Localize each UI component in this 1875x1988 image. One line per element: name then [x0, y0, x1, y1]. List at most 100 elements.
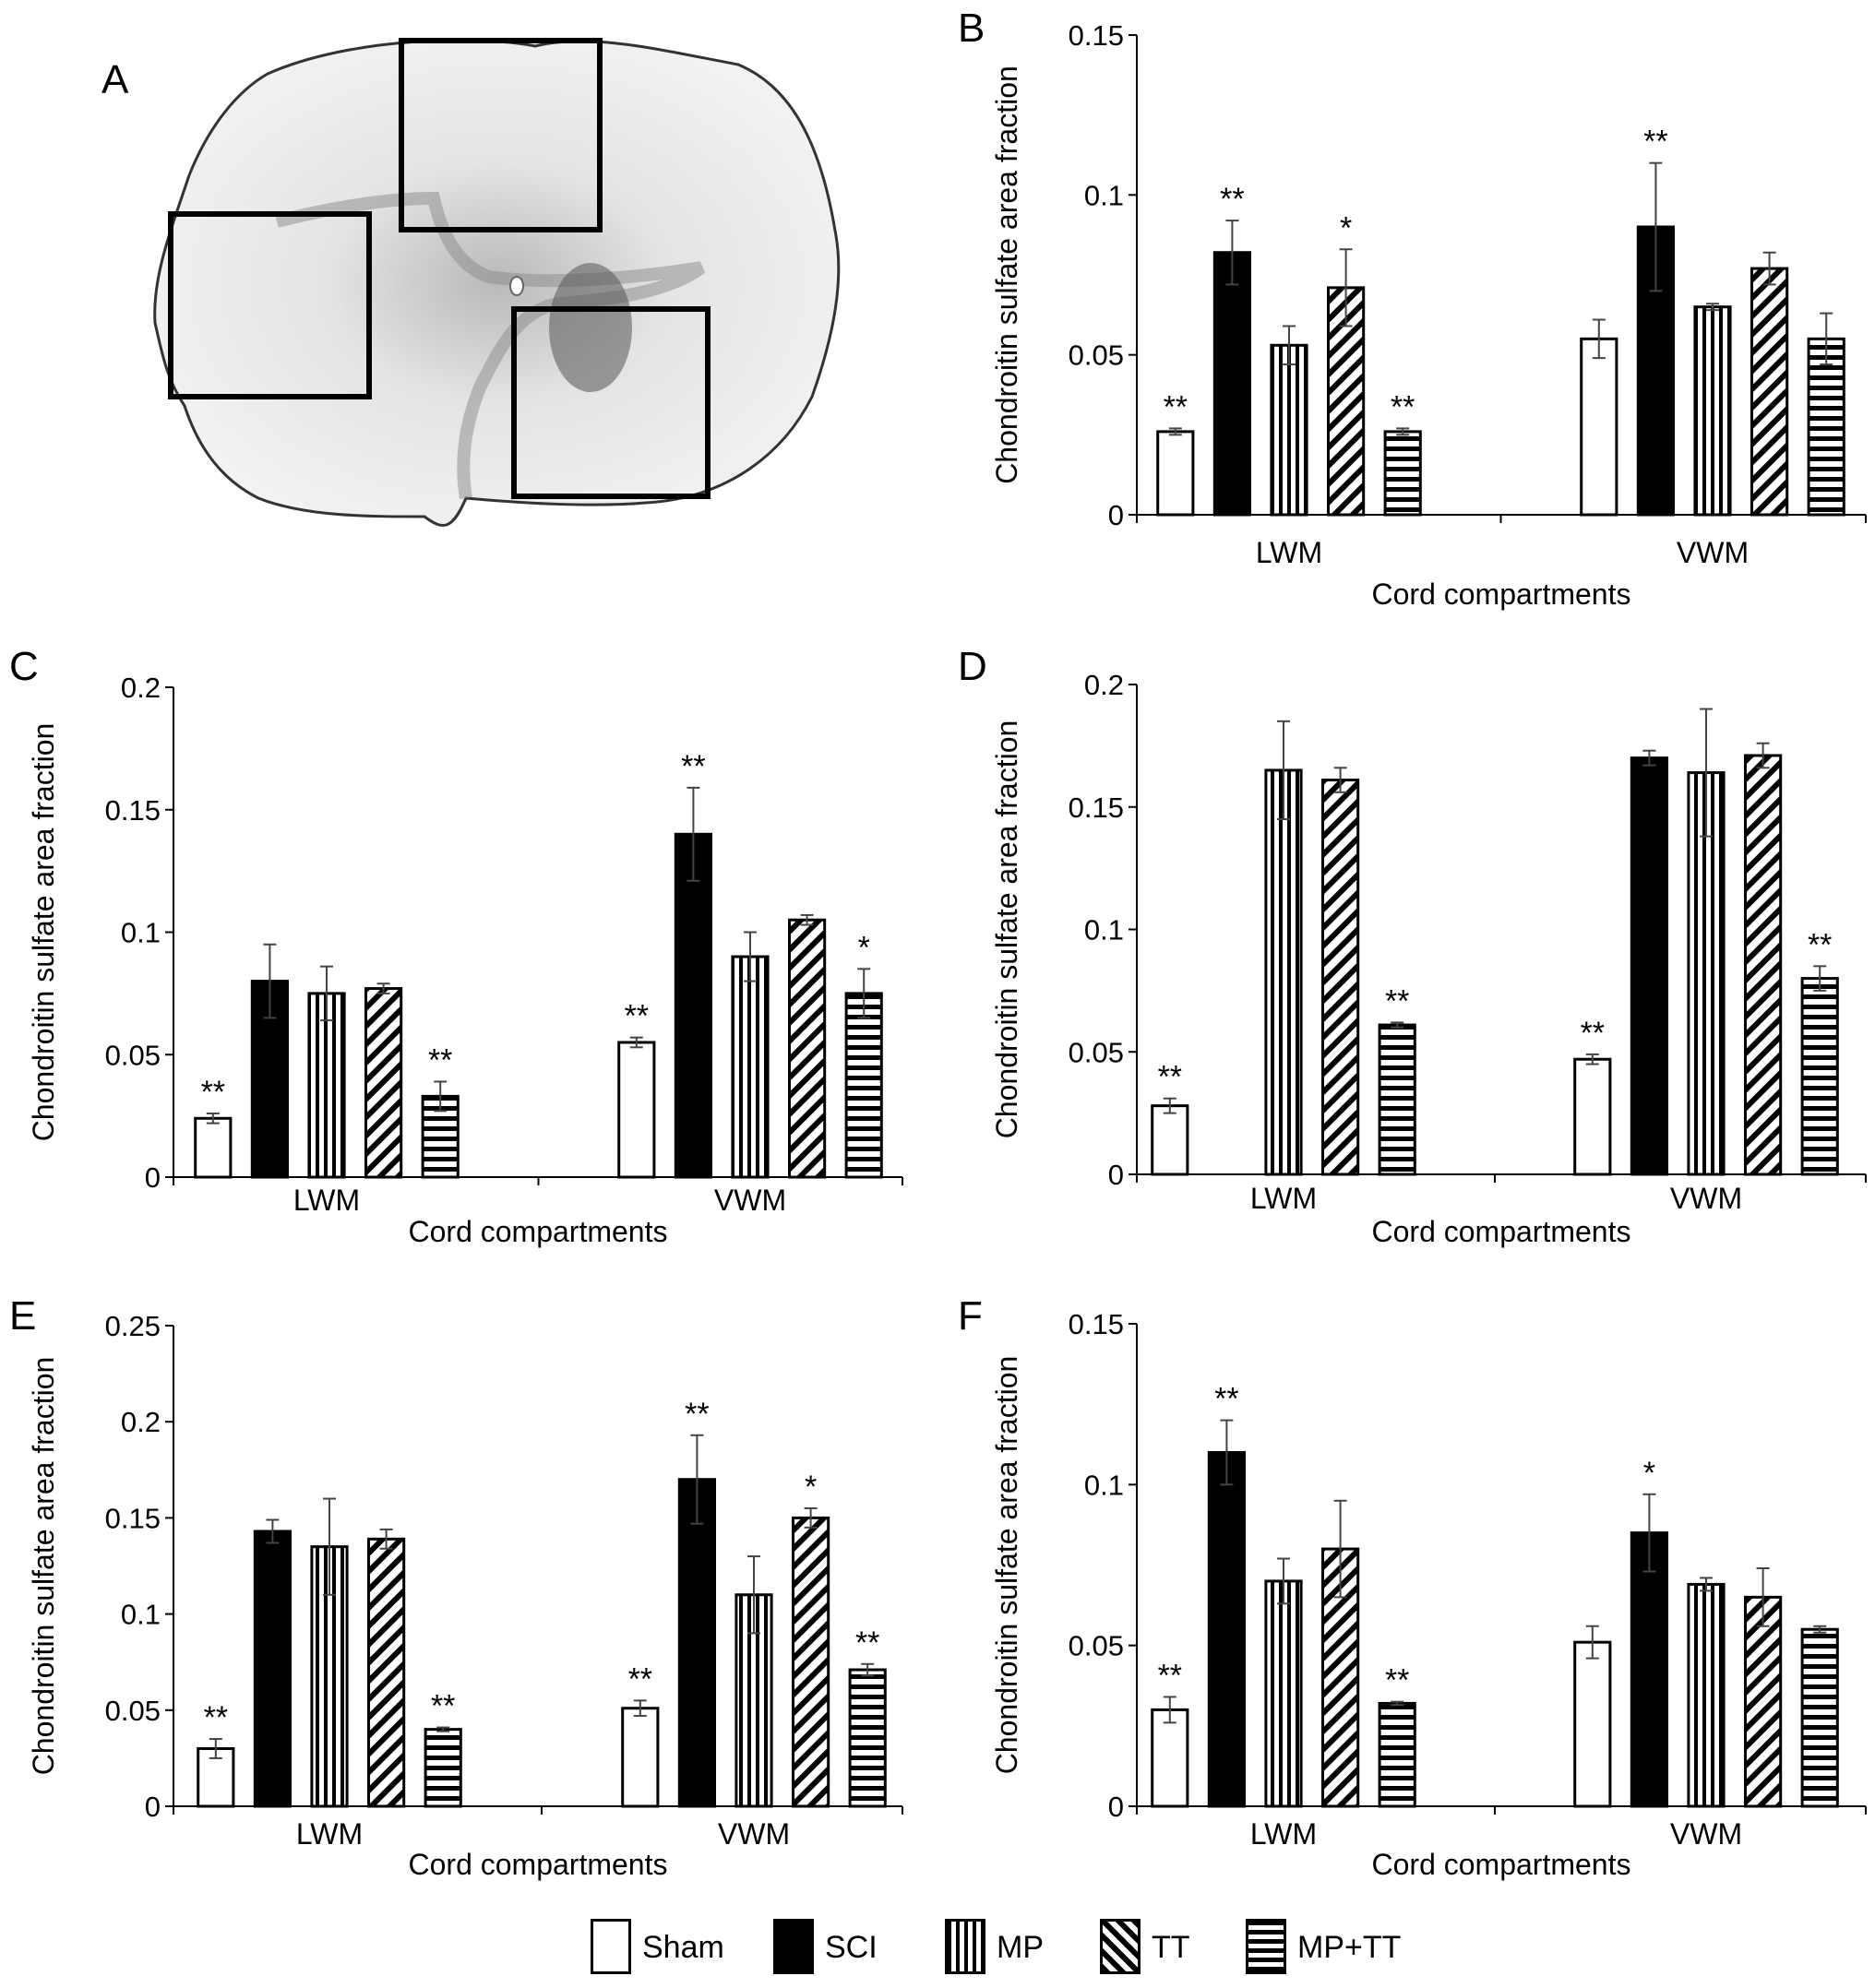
y-tick-label-c: 0.2 — [121, 672, 161, 704]
y-tick-label-e: 0.05 — [105, 1695, 161, 1727]
significance-sci-vwm-f: * — [1643, 1456, 1655, 1491]
panel-letter-d: D — [958, 644, 987, 689]
y-axis-label-f: Chondroitin sulfate area fraction — [990, 1356, 1023, 1775]
bar-sci-vwm-e — [677, 1478, 716, 1808]
category-label-lwm-c: LWM — [293, 1184, 360, 1217]
category-label-vwm-d: VWM — [1670, 1182, 1742, 1215]
legend-label-sham: Sham — [642, 1930, 724, 1965]
y-tick-label-e: 0.2 — [121, 1406, 161, 1438]
significance-sci-vwm-c: ** — [681, 749, 705, 784]
significance-mp-tt-vwm-e: ** — [855, 1625, 879, 1661]
panel-a-tissue-image — [153, 38, 841, 527]
legend-label-tt: TT — [1152, 1930, 1190, 1965]
bar-sham-lwm-f — [1151, 1708, 1189, 1808]
bar-mp-tt-vwm-b — [1807, 337, 1845, 517]
category-label-vwm-e: VWM — [718, 1817, 790, 1851]
y-tick-label-b: 0.1 — [1084, 179, 1124, 211]
significance-mp-tt-vwm-c: * — [858, 930, 870, 965]
bar-tt-vwm-d — [1744, 754, 1783, 1176]
y-axis-label-c: Chondroitin sulfate area fraction — [27, 723, 60, 1142]
significance-sham-vwm-e: ** — [628, 1661, 652, 1696]
chart-panel-e: 0 0.05 0.1 0.15 0.2 0.25 Chondroitin sulfate a… — [27, 1310, 903, 1881]
significance-sci-lwm-b: ** — [1220, 182, 1244, 217]
y-tick-label-c: 0 — [145, 1161, 161, 1194]
significance-sham-vwm-c: ** — [625, 999, 649, 1034]
bar-mp-lwm-b — [1270, 343, 1308, 517]
bar-mp-vwm-f — [1687, 1582, 1726, 1808]
bar-sham-lwm-b — [1156, 430, 1195, 517]
y-tick-label-f: 0.05 — [1069, 1630, 1124, 1662]
y-tick-label-d: 0.05 — [1069, 1036, 1124, 1068]
significance-tt-vwm-e: * — [805, 1470, 817, 1505]
bar-tt-lwm-d — [1321, 779, 1360, 1176]
y-tick-label-b: 0.05 — [1069, 339, 1124, 372]
y-tick-label-e: 0.1 — [121, 1599, 161, 1631]
significance-sci-vwm-b: ** — [1643, 125, 1667, 160]
y-tick-label-e: 0.15 — [105, 1502, 161, 1534]
bar-mp-tt-lwm-e — [424, 1728, 462, 1808]
chart-panel-f: 0 0.05 0.1 0.15 Chondroitin sulfate area fra… — [990, 1308, 1867, 1881]
significance-sham-vwm-d: ** — [1581, 1016, 1605, 1051]
bar-sci-lwm-b — [1212, 251, 1251, 517]
significance-mp-tt-lwm-f: ** — [1385, 1663, 1409, 1698]
bar-sham-vwm-d — [1573, 1057, 1612, 1176]
y-tick-label-e: 0.25 — [105, 1310, 161, 1342]
bar-sci-lwm-e — [253, 1530, 292, 1808]
bar-tt-lwm-e — [367, 1537, 406, 1808]
y-tick-label-b: 0.15 — [1069, 19, 1124, 52]
bar-sci-vwm-d — [1630, 756, 1668, 1176]
significance-sci-vwm-e: ** — [685, 1397, 709, 1432]
bar-tt-vwm-c — [788, 918, 827, 1179]
y-tick-label-f: 0 — [1108, 1791, 1124, 1823]
y-tick-label-c: 0.05 — [105, 1039, 161, 1071]
y-tick-label-d: 0.1 — [1084, 914, 1124, 946]
category-label-vwm-f: VWM — [1670, 1817, 1742, 1851]
legend-swatch-mp-tt — [1246, 1919, 1286, 1974]
significance-mp-tt-lwm-c: ** — [428, 1042, 452, 1077]
category-label-vwm-b: VWM — [1677, 536, 1749, 569]
y-axis-label-e: Chondroitin sulfate area fraction — [27, 1357, 60, 1776]
bar-mp-lwm-f — [1264, 1579, 1303, 1808]
bar-tt-lwm-c — [364, 987, 403, 1179]
bar-tt-vwm-e — [792, 1516, 830, 1808]
legend-swatch-sham — [591, 1919, 631, 1974]
panel-letter-c: C — [9, 644, 39, 689]
significance-mp-tt-lwm-d: ** — [1385, 983, 1409, 1018]
bar-mp-tt-vwm-f — [1800, 1627, 1839, 1808]
panel-letter-a: A — [102, 57, 129, 102]
bar-mp-lwm-c — [307, 992, 346, 1179]
panel-letter-f: F — [958, 1293, 983, 1339]
bar-sham-lwm-d — [1151, 1104, 1189, 1176]
significance-sci-lwm-f: ** — [1214, 1382, 1238, 1417]
bar-sci-vwm-c — [674, 832, 712, 1179]
y-axis-label-d: Chondroitin sulfate area fraction — [990, 720, 1023, 1139]
bar-tt-vwm-b — [1750, 267, 1789, 517]
significance-mp-tt-lwm-b: ** — [1391, 389, 1415, 424]
significance-sham-lwm-b: ** — [1164, 389, 1188, 424]
category-label-lwm-d: LWM — [1250, 1182, 1317, 1215]
significance-tt-lwm-b: * — [1340, 210, 1352, 245]
x-axis-label-c: Cord compartments — [409, 1215, 668, 1248]
bar-mp-tt-vwm-e — [848, 1668, 887, 1808]
chart-panel-d: 0 0.05 0.1 0.15 0.2 Chondroitin sulfate area … — [990, 669, 1867, 1248]
y-tick-label-d: 0 — [1108, 1159, 1124, 1191]
bar-sham-lwm-c — [194, 1116, 233, 1179]
bar-sham-vwm-f — [1573, 1640, 1612, 1808]
y-tick-label-f: 0.15 — [1069, 1308, 1124, 1340]
x-axis-label-b: Cord compartments — [1372, 577, 1631, 611]
significance-sham-lwm-e: ** — [204, 1700, 228, 1735]
significance-sham-lwm-c: ** — [201, 1075, 225, 1110]
bar-mp-tt-lwm-f — [1378, 1701, 1416, 1808]
legend: Sham SCI MP TT MP+TT — [591, 1911, 1421, 1982]
legend-swatch-tt — [1100, 1919, 1141, 1974]
panel-letter-e: E — [9, 1293, 37, 1339]
bar-mp-tt-vwm-d — [1800, 977, 1839, 1176]
y-tick-label-d: 0.2 — [1084, 669, 1124, 701]
bar-mp-tt-vwm-c — [844, 992, 883, 1179]
x-axis-label-e: Cord compartments — [409, 1848, 668, 1881]
bar-mp-tt-lwm-d — [1378, 1023, 1416, 1176]
bar-sham-vwm-b — [1580, 337, 1618, 517]
legend-label-mp: MP — [997, 1930, 1044, 1965]
chart-panel-c: 0 0.05 0.1 0.15 0.2 Chondroitin sulfate area … — [27, 672, 903, 1248]
